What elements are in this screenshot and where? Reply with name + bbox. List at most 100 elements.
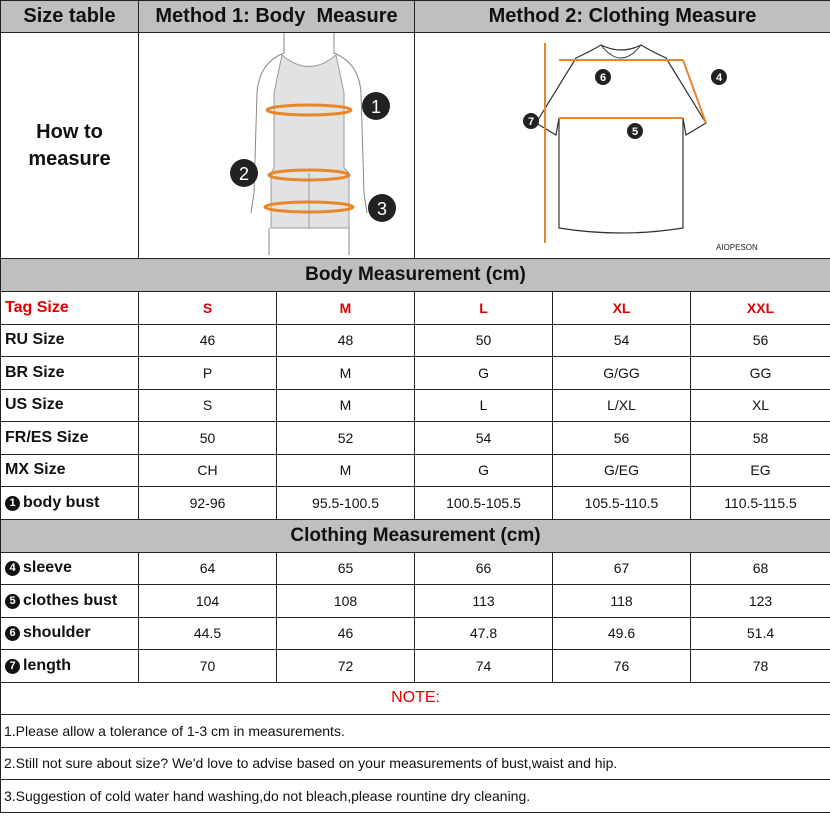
size-value: 66 bbox=[414, 551, 554, 585]
shirt-marker-5: 5 bbox=[631, 126, 637, 138]
size-value: 47.8 bbox=[414, 616, 554, 650]
size-value: GG bbox=[690, 356, 830, 390]
row-label: 6 shoulder bbox=[0, 616, 139, 650]
size-row: US Size S M L L/XL XL bbox=[0, 388, 830, 422]
size-value: M bbox=[275, 356, 416, 390]
header-method-2: Method 2: Clothing Measure bbox=[414, 0, 830, 33]
size-value: EG bbox=[690, 453, 830, 487]
size-value: L/XL bbox=[552, 388, 692, 422]
size-value: XL bbox=[690, 388, 830, 422]
size-value: 64 bbox=[138, 551, 277, 585]
body-marker-2: 2 bbox=[239, 164, 249, 184]
size-row: BR Size P M G G/GG GG bbox=[0, 356, 830, 390]
row-label: BR Size bbox=[0, 356, 139, 390]
size-value: 56 bbox=[552, 421, 692, 455]
row-label-text: clothes bust bbox=[23, 591, 118, 609]
size-value: P bbox=[138, 356, 277, 390]
number-marker-icon: 6 bbox=[5, 626, 20, 642]
size-value: 105.5-110.5 bbox=[552, 486, 692, 520]
shirt-marker-4: 4 bbox=[715, 72, 722, 84]
number-marker-icon: 7 bbox=[5, 658, 20, 674]
size-value: CH bbox=[138, 453, 277, 487]
row-label: MX Size bbox=[0, 453, 139, 487]
size-value: 100.5-105.5 bbox=[414, 486, 554, 520]
size-row: 6 shoulder 44.5 46 47.8 49.6 51.4 bbox=[0, 616, 830, 650]
how-to-measure: How to measure bbox=[0, 32, 139, 259]
shirt-marker-6: 6 bbox=[599, 72, 605, 84]
row-label-text: RU Size bbox=[5, 331, 65, 349]
size-value: M bbox=[275, 388, 416, 422]
tag-size: S bbox=[138, 291, 277, 325]
row-label: 4 sleeve bbox=[0, 551, 139, 585]
row-label-text: body bust bbox=[23, 493, 100, 511]
size-value: 110.5-115.5 bbox=[690, 486, 830, 520]
size-value: 76 bbox=[552, 649, 692, 683]
row-label: 1 body bust bbox=[0, 486, 139, 520]
header-size-table: Size table bbox=[0, 0, 139, 33]
row-label-text: US Size bbox=[5, 396, 64, 414]
body-marker-3: 3 bbox=[377, 199, 387, 219]
size-value: 72 bbox=[275, 649, 416, 683]
size-value: 95.5-100.5 bbox=[275, 486, 416, 520]
tag-size: M bbox=[275, 291, 416, 325]
illustration-row: How to measure 1 2 3 bbox=[0, 32, 830, 259]
number-marker-icon: 5 bbox=[5, 593, 20, 609]
row-label-text: MX Size bbox=[5, 461, 66, 479]
tag-size: XXL bbox=[690, 291, 830, 325]
size-value: G/EG bbox=[552, 453, 692, 487]
number-marker-icon: 4 bbox=[5, 561, 20, 577]
size-value: 113 bbox=[414, 584, 554, 618]
size-value: 123 bbox=[690, 584, 830, 618]
size-value: 65 bbox=[275, 551, 416, 585]
size-value: 48 bbox=[275, 323, 416, 357]
shirt-figure: 6 4 5 7 AIOPESON bbox=[414, 32, 830, 259]
row-label: US Size bbox=[0, 388, 139, 422]
number-marker-icon: 1 bbox=[5, 495, 20, 511]
size-value: 74 bbox=[414, 649, 554, 683]
size-row: 5 clothes bust 104 108 113 118 123 bbox=[0, 584, 830, 618]
size-row: MX Size CH M G G/EG EG bbox=[0, 453, 830, 487]
size-value: 68 bbox=[690, 551, 830, 585]
size-value: 46 bbox=[275, 616, 416, 650]
size-value: 44.5 bbox=[138, 616, 277, 650]
size-value: G bbox=[414, 453, 554, 487]
size-value: 67 bbox=[552, 551, 692, 585]
tag-size: L bbox=[414, 291, 554, 325]
row-label: RU Size bbox=[0, 323, 139, 357]
tag-size-row: Tag Size S M L XL XXL bbox=[0, 291, 830, 325]
size-value: 49.6 bbox=[552, 616, 692, 650]
row-label: FR/ES Size bbox=[0, 421, 139, 455]
size-row: 4 sleeve 64 65 66 67 68 bbox=[0, 551, 830, 585]
size-row: 1 body bust 92-96 95.5-100.5 100.5-105.5 105.… bbox=[0, 486, 830, 520]
row-label-text: FR/ES Size bbox=[5, 428, 89, 446]
body-marker-1: 1 bbox=[371, 97, 381, 117]
size-value: L bbox=[414, 388, 554, 422]
row-label: 7 length bbox=[0, 649, 139, 683]
row-label-text: shoulder bbox=[23, 624, 91, 642]
clothing-measurement-title: Clothing Measurement (cm) bbox=[0, 518, 830, 553]
size-value: S bbox=[138, 388, 277, 422]
size-value: 46 bbox=[138, 323, 277, 357]
size-value: 118 bbox=[552, 584, 692, 618]
header-method-1: Method 1: Body Measure bbox=[137, 0, 416, 33]
size-row: 7 length 70 72 74 76 78 bbox=[0, 649, 830, 683]
row-label: 5 clothes bust bbox=[0, 584, 139, 618]
size-value: 52 bbox=[275, 421, 416, 455]
size-value: 50 bbox=[414, 323, 554, 357]
size-value: 92-96 bbox=[138, 486, 277, 520]
size-value: 54 bbox=[414, 421, 554, 455]
size-value: G/GG bbox=[552, 356, 692, 390]
size-value: M bbox=[275, 453, 416, 487]
note-item: 2.Still not sure about size? We'd love t… bbox=[0, 746, 830, 780]
row-label-text: BR Size bbox=[5, 363, 65, 381]
body-measurement-title: Body Measurement (cm) bbox=[0, 258, 830, 292]
row-label: Tag Size bbox=[0, 291, 139, 325]
size-value: 104 bbox=[138, 584, 277, 618]
header-row: Size table Method 1: Body Measure Method… bbox=[0, 0, 830, 33]
tag-size: XL bbox=[552, 291, 692, 325]
size-value: 50 bbox=[138, 421, 277, 455]
size-row: FR/ES Size 50 52 54 56 58 bbox=[0, 421, 830, 455]
shirt-marker-7: 7 bbox=[527, 116, 533, 128]
row-label-text: length bbox=[23, 656, 71, 674]
